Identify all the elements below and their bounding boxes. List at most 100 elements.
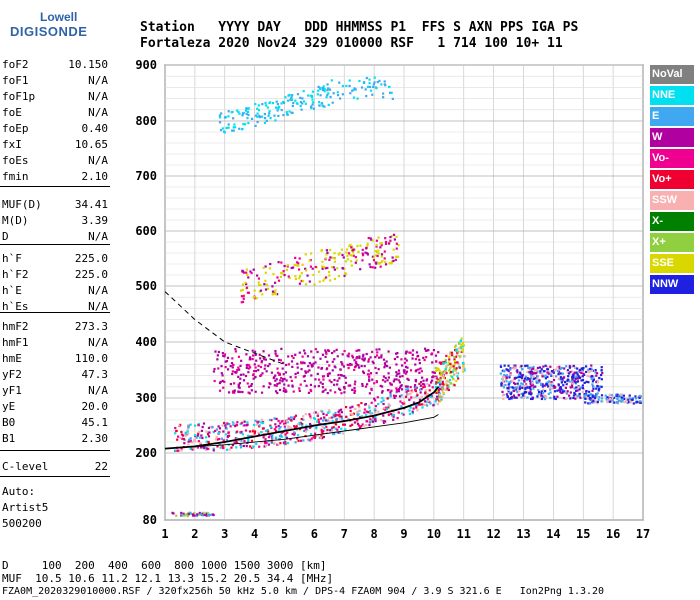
echo-point — [583, 395, 586, 398]
echo-point — [580, 367, 583, 370]
echo-point — [333, 415, 336, 419]
echo-point — [313, 283, 316, 286]
legend-item: X- — [650, 212, 694, 231]
param-row: MUF(D) 34.41 — [2, 198, 108, 212]
echo-point — [519, 373, 522, 376]
echo-point — [209, 513, 212, 516]
echo-point — [320, 430, 323, 433]
echo-point — [197, 424, 200, 427]
echo-point — [632, 402, 635, 405]
echo-point — [620, 396, 624, 399]
echo-point — [325, 96, 328, 99]
echo-point — [581, 384, 584, 387]
echo-point — [515, 386, 519, 389]
echo-point — [327, 103, 330, 107]
echo-point — [273, 442, 276, 446]
echo-point — [537, 393, 540, 396]
echo-point — [299, 383, 302, 386]
echo-point — [289, 376, 292, 379]
echo-point — [570, 385, 574, 389]
echo-point — [565, 382, 568, 385]
echo-point — [529, 391, 532, 394]
echo-point — [414, 358, 418, 361]
echo-point — [598, 376, 601, 380]
echo-point — [201, 425, 204, 429]
echo-point — [231, 421, 235, 424]
echo-point — [394, 258, 397, 262]
echo-point — [449, 351, 452, 354]
echo-point — [432, 349, 436, 352]
param-value: 225.0 — [74, 252, 108, 265]
echo-point — [384, 263, 388, 266]
echo-point — [267, 430, 270, 433]
echo-point — [595, 387, 598, 390]
echo-point — [521, 368, 524, 371]
echo-point — [585, 370, 588, 374]
echo-point — [571, 376, 574, 379]
separator — [0, 312, 110, 313]
echo-point — [409, 369, 413, 372]
echo-point — [383, 362, 387, 365]
echo-point — [350, 412, 353, 416]
echo-point — [436, 367, 439, 370]
echo-point — [347, 355, 350, 358]
echo-point — [193, 514, 196, 517]
echo-point — [400, 394, 403, 397]
echo-point — [398, 375, 402, 378]
echo-point — [253, 296, 256, 299]
echo-point — [306, 428, 309, 431]
echo-point — [330, 416, 333, 419]
echo-point — [630, 400, 633, 403]
echo-point — [399, 400, 402, 403]
echo-point — [330, 79, 333, 82]
echo-point — [326, 94, 329, 97]
echo-point — [374, 261, 377, 264]
echo-point — [332, 92, 335, 95]
echo-point — [221, 424, 224, 427]
echo-point — [531, 380, 534, 383]
echo-point — [308, 362, 311, 365]
echo-point — [425, 400, 428, 403]
param-row: fxI 10.65 — [2, 138, 108, 152]
echo-point — [239, 446, 243, 449]
echo-point — [367, 236, 370, 240]
echo-point — [356, 356, 359, 359]
x-tick-label: 12 — [486, 527, 500, 541]
echo-point — [227, 123, 230, 126]
echo-point — [386, 379, 389, 382]
x-tick-label: 6 — [311, 527, 318, 541]
echo-point — [381, 390, 384, 393]
echo-point — [535, 372, 538, 375]
echo-point — [384, 376, 387, 380]
echo-point — [263, 283, 266, 286]
echo-point — [318, 280, 321, 283]
echo-point — [270, 419, 273, 422]
echo-point — [245, 268, 249, 271]
echo-point — [282, 389, 285, 393]
echo-point — [342, 256, 345, 259]
echo-point — [523, 377, 527, 380]
echo-point — [212, 370, 216, 373]
echo-point — [560, 391, 563, 395]
echo-point — [324, 355, 327, 359]
echo-point — [512, 394, 516, 397]
echo-point — [387, 413, 390, 416]
echo-point — [407, 378, 410, 381]
echo-point — [191, 513, 195, 516]
echo-point — [314, 361, 317, 364]
echo-point — [355, 363, 359, 366]
echo-point — [257, 364, 260, 367]
echo-point — [262, 436, 265, 439]
x-tick-label: 7 — [341, 527, 348, 541]
echo-point — [228, 422, 231, 426]
echo-point — [267, 443, 270, 446]
echo-point — [334, 414, 337, 418]
echo-point — [502, 369, 505, 372]
echo-point — [295, 428, 299, 431]
echo-point — [357, 366, 361, 369]
echo-point — [354, 365, 357, 368]
echo-point — [355, 420, 359, 423]
echo-point — [373, 408, 376, 411]
echo-point — [426, 382, 429, 385]
echo-point — [574, 381, 577, 384]
